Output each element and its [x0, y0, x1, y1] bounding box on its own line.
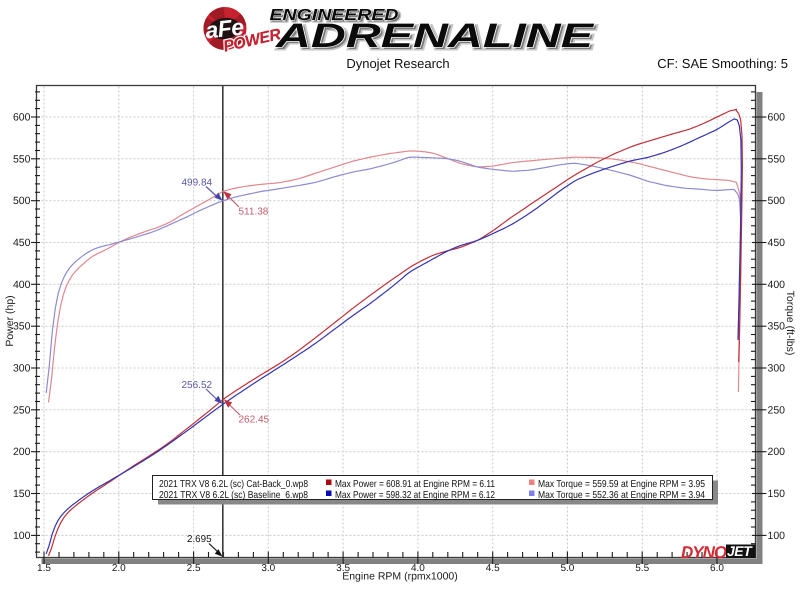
svg-text:450: 450 — [768, 237, 786, 249]
svg-text:250: 250 — [768, 404, 786, 416]
svg-text:2021 TRX V8 6.2L (sc) Cat-Back: 2021 TRX V8 6.2L (sc) Cat-Back_0.wp8 — [159, 479, 308, 490]
svg-text:2.0: 2.0 — [112, 563, 126, 574]
svg-text:ADRENALINE: ADRENALINE — [275, 17, 595, 55]
svg-text:DYNO: DYNO — [681, 543, 727, 562]
svg-text:500: 500 — [13, 195, 31, 207]
svg-text:150: 150 — [768, 488, 786, 500]
svg-text:300: 300 — [13, 363, 31, 375]
svg-text:Max Torque = 552.36 at Engine: Max Torque = 552.36 at Engine RPM = 3.94 — [538, 490, 705, 501]
svg-text:262.45: 262.45 — [239, 415, 270, 426]
svg-text:ADRENALINE: ADRENALINE — [277, 19, 597, 57]
svg-text:350: 350 — [768, 321, 786, 333]
svg-text:Max Torque = 559.59 at Engine: Max Torque = 559.59 at Engine RPM = 3.95 — [538, 479, 705, 490]
svg-text:600: 600 — [768, 112, 786, 124]
svg-text:JET: JET — [727, 543, 753, 559]
svg-text:3.5: 3.5 — [336, 563, 350, 574]
svg-text:250: 250 — [13, 404, 31, 416]
svg-text:400: 400 — [768, 279, 786, 291]
svg-text:Torque (ft-lbs): Torque (ft-lbs) — [784, 291, 796, 356]
svg-text:aFe: aFe — [204, 14, 245, 44]
svg-text:5.5: 5.5 — [635, 563, 649, 574]
svg-text:3.0: 3.0 — [261, 563, 275, 574]
svg-text:100: 100 — [768, 530, 786, 542]
svg-text:Max Power = 598.32 at Engine R: Max Power = 598.32 at Engine RPM = 6.12 — [335, 490, 495, 501]
svg-text:2021 TRX V8 6.2L (sc) Baseline: 2021 TRX V8 6.2L (sc) Baseline_6.wp8 — [159, 490, 308, 501]
svg-text:100: 100 — [13, 530, 31, 542]
svg-text:2.5: 2.5 — [187, 563, 201, 574]
svg-text:Power (hp): Power (hp) — [4, 295, 16, 346]
svg-text:4.5: 4.5 — [486, 563, 500, 574]
svg-text:550: 550 — [13, 153, 31, 165]
svg-text:499.84: 499.84 — [182, 178, 213, 189]
svg-text:6.0: 6.0 — [710, 563, 724, 574]
svg-text:600: 600 — [13, 112, 31, 124]
svg-text:4.0: 4.0 — [411, 563, 425, 574]
svg-text:150: 150 — [13, 488, 31, 500]
svg-text:200: 200 — [13, 446, 31, 458]
svg-text:511.38: 511.38 — [239, 207, 269, 218]
svg-text:400: 400 — [13, 279, 31, 291]
svg-text:®: ® — [245, 6, 251, 13]
svg-text:Dynojet Research: Dynojet Research — [346, 56, 449, 71]
svg-text:Max Power = 608.91 at Engine R: Max Power = 608.91 at Engine RPM = 6.11 — [335, 479, 495, 490]
svg-text:300: 300 — [768, 363, 786, 375]
svg-text:256.52: 256.52 — [182, 380, 213, 391]
svg-text:350: 350 — [13, 321, 31, 333]
svg-text:200: 200 — [768, 446, 786, 458]
svg-text:CF: SAE Smoothing: 5: CF: SAE Smoothing: 5 — [657, 56, 788, 71]
svg-text:450: 450 — [13, 237, 31, 249]
svg-text:550: 550 — [768, 153, 786, 165]
svg-text:ENGINEERED: ENGINEERED — [270, 7, 400, 24]
svg-text:2.695: 2.695 — [187, 534, 212, 545]
svg-text:500: 500 — [768, 195, 786, 207]
svg-text:1.5: 1.5 — [37, 563, 51, 574]
svg-text:Engine RPM (rpmx1000): Engine RPM (rpmx1000) — [342, 571, 458, 583]
svg-text:ENGINEERED: ENGINEERED — [271, 9, 401, 26]
svg-text:5.0: 5.0 — [560, 563, 574, 574]
